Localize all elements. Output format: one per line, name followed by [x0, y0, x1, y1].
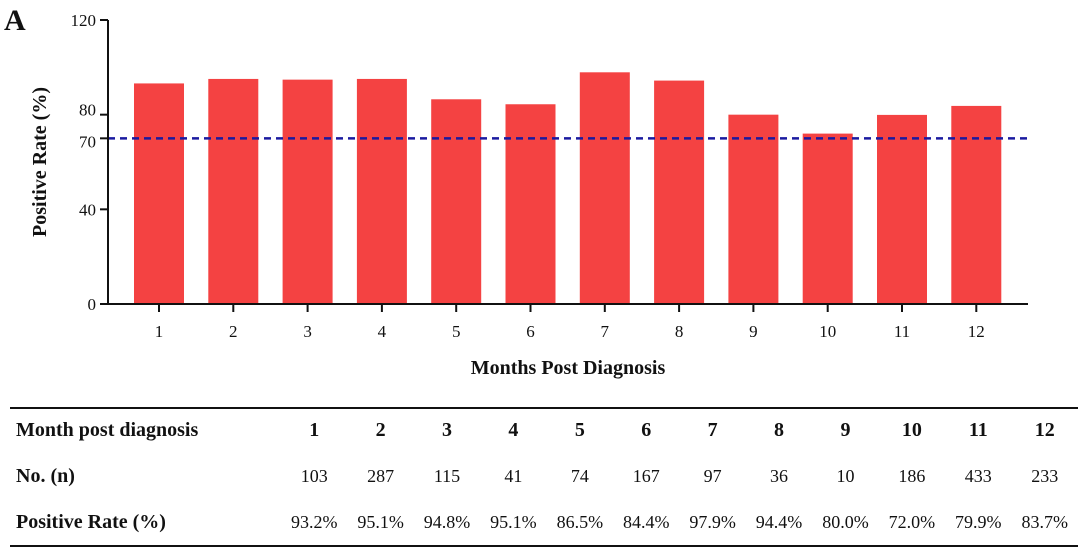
- x-tick-label-11: 11: [894, 322, 910, 341]
- table-cell: 84.4%: [622, 511, 670, 532]
- bar-month-9: [728, 114, 779, 305]
- y-tick-label-120: 120: [71, 11, 97, 30]
- y-tick-label-0: 0: [88, 295, 97, 314]
- bar-month-8: [654, 80, 705, 304]
- x-tick-label-1: 1: [155, 322, 164, 341]
- x-tick-label-2: 2: [229, 322, 238, 341]
- table-cell: 95.1%: [490, 511, 537, 532]
- table-header-label: Month post diagnosis: [16, 418, 199, 441]
- table-header-month-1: 1: [309, 418, 320, 441]
- table-cell: 167: [632, 465, 660, 486]
- table-cell: 80.0%: [822, 511, 869, 532]
- table-header-month-7: 7: [707, 418, 718, 441]
- x-tick-label-3: 3: [303, 322, 312, 341]
- x-tick-label-5: 5: [452, 322, 461, 341]
- x-axis-title: Months Post Diagnosis: [471, 357, 666, 379]
- table-cell: 83.7%: [1021, 511, 1068, 532]
- y-tick-label-40: 40: [79, 200, 96, 219]
- bar-month-4: [356, 78, 407, 305]
- table-row: No. (n) 103 287 115 41 74 167 97 36 10 186 433 233: [10, 453, 1078, 499]
- table-cell: 97: [703, 465, 722, 486]
- bars-group: [134, 72, 1002, 305]
- table-cell: 233: [1031, 465, 1059, 486]
- x-tick-label-6: 6: [526, 322, 535, 341]
- table-cell: 93.2%: [290, 511, 338, 532]
- y-tick-label-80: 80: [79, 101, 96, 120]
- table-cell: 79.9%: [955, 511, 1002, 532]
- y-tick-label-70: 70: [79, 132, 96, 151]
- table-cell: 74: [570, 465, 589, 486]
- table-header-month-9: 9: [840, 418, 851, 441]
- table-header-month-8: 8: [774, 418, 785, 441]
- table-row-label: No. (n): [16, 464, 75, 487]
- x-tick-label-9: 9: [749, 322, 758, 341]
- bar-month-5: [431, 99, 482, 305]
- bar-month-1: [134, 83, 184, 304]
- data-table: Month post diagnosis 1 2 3 4 5 6 7 8 9 10 11 12 No. (…: [10, 407, 1078, 545]
- x-tick-label-12: 12: [968, 322, 985, 341]
- table-cell: 41: [504, 465, 523, 486]
- table-header-month-2: 2: [375, 418, 386, 441]
- y-axis-title: Positive Rate (%): [29, 87, 51, 237]
- bar-month-3: [282, 79, 333, 304]
- table-bottom-rule: [10, 545, 1078, 547]
- table-cell: 287: [367, 465, 395, 486]
- bar-month-7: [579, 72, 630, 304]
- table-cell: 115: [433, 465, 461, 486]
- table-header-month-6: 6: [641, 418, 652, 441]
- table-cell: 94.8%: [423, 511, 471, 532]
- table-cell: 10: [836, 465, 855, 486]
- x-tick-label-8: 8: [675, 322, 684, 341]
- panel-label: A: [4, 4, 26, 37]
- bar-month-11: [877, 114, 927, 304]
- bar-month-6: [505, 104, 556, 305]
- table-cell: 97.9%: [689, 511, 736, 532]
- table-row-label: Positive Rate (%): [16, 510, 166, 533]
- bar-month-10: [802, 133, 853, 304]
- table-header-month-4: 4: [508, 418, 519, 441]
- table-header-month-3: 3: [442, 418, 453, 441]
- table-cell: 72.0%: [888, 511, 936, 532]
- table-cell: 186: [898, 465, 926, 486]
- bar-month-2: [208, 78, 259, 305]
- table-cell: 86.5%: [556, 511, 604, 532]
- table-top-rule: [10, 407, 1078, 409]
- table-cell: 95.1%: [357, 511, 404, 532]
- bar-month-12: [951, 105, 1002, 304]
- table-cell: 103: [300, 465, 328, 486]
- table-cell: 433: [964, 465, 992, 486]
- x-tick-label-10: 10: [819, 322, 836, 341]
- table-header-month-11: 11: [968, 418, 988, 441]
- table-header-row: Month post diagnosis 1 2 3 4 5 6 7 8 9 10 11 12: [10, 407, 1078, 453]
- table-header-month-12: 12: [1034, 418, 1055, 441]
- x-tick-label-7: 7: [601, 322, 610, 341]
- table-header-month-5: 5: [574, 418, 585, 441]
- x-tick-label-4: 4: [378, 322, 387, 341]
- table-cell: 94.4%: [755, 511, 803, 532]
- table-row: Positive Rate (%) 93.2% 95.1% 94.8% 95.1% 86.…: [10, 499, 1078, 545]
- table-cell: 36: [770, 465, 789, 486]
- table-header-month-10: 10: [901, 418, 922, 441]
